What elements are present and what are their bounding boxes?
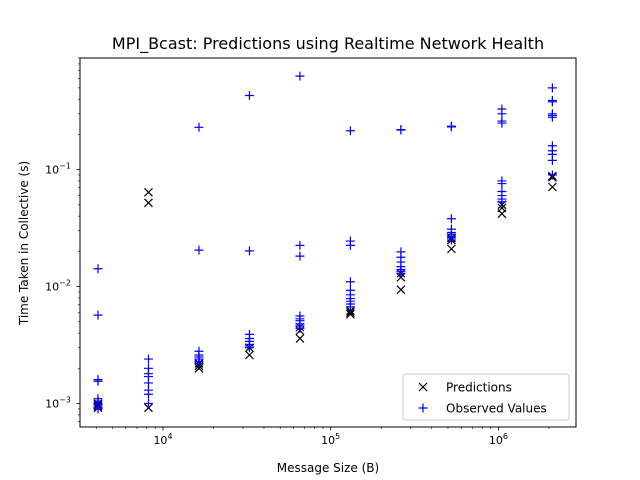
- legend-label: Observed Values: [446, 402, 547, 416]
- observed-point: [497, 118, 507, 128]
- chart-title: MPI_Bcast: Predictions using Realtime Ne…: [112, 34, 544, 54]
- observed-point: [345, 277, 355, 287]
- prediction-point: [245, 350, 254, 360]
- observed-point: [345, 240, 355, 250]
- y-axis-label: Time Taken in Collective (s): [17, 161, 31, 326]
- y-tick-label: 10−2: [45, 279, 71, 294]
- legend-label: Predictions: [446, 381, 512, 395]
- legend: Predictions Observed Values: [402, 373, 570, 421]
- x-tick-label: 106: [489, 432, 508, 447]
- plot-frame: [79, 57, 577, 428]
- y-tick-label: 10−3: [45, 396, 71, 411]
- legend-marker-observed: [418, 403, 428, 413]
- observed-point: [547, 155, 557, 165]
- observed-point: [345, 302, 355, 312]
- legend-marker-predictions: [418, 382, 428, 392]
- prediction-point: [144, 187, 153, 197]
- prediction-point: [295, 334, 305, 343]
- observed-point: [396, 268, 406, 278]
- observed-point: [547, 83, 557, 93]
- observed-point: [345, 126, 355, 136]
- prediction-point: [144, 198, 153, 208]
- observed-point: [497, 197, 507, 207]
- legend-box: [402, 373, 570, 421]
- observed-point: [547, 170, 557, 180]
- prediction-point: [346, 309, 355, 319]
- observed-point: [143, 399, 153, 409]
- observed-point: [93, 376, 103, 386]
- prediction-point: [346, 308, 355, 317]
- observed-point: [547, 97, 557, 107]
- observed-point: [244, 343, 254, 353]
- observed-point: [244, 246, 254, 256]
- observed-point: [295, 71, 305, 81]
- observed-point: [497, 179, 507, 189]
- observed-point: [143, 354, 153, 364]
- prediction-point: [497, 203, 507, 213]
- observed-point: [244, 91, 254, 101]
- observed-point: [194, 358, 204, 368]
- observed-point: [295, 240, 305, 250]
- observed-point: [194, 245, 204, 255]
- x-axis-label: Message Size (B): [277, 461, 379, 475]
- axis-ticks: 104 105 106 10−3 10−2 10−1: [45, 57, 550, 447]
- observed-point: [93, 404, 103, 414]
- observed-point: [194, 122, 204, 132]
- prediction-point: [396, 285, 406, 295]
- y-tick-label: 10−1: [45, 162, 71, 177]
- x-tick-label: 105: [321, 432, 340, 447]
- observed-point: [93, 264, 103, 274]
- observed-point: [446, 214, 456, 224]
- observed-point: [93, 310, 103, 320]
- observed-point: [295, 323, 305, 333]
- observed-point: [295, 251, 305, 261]
- observed-point: [446, 122, 456, 132]
- prediction-point: [194, 363, 204, 373]
- observed-point: [547, 112, 557, 122]
- observed-point: [446, 235, 456, 245]
- observed-point: [143, 389, 153, 399]
- x-tick-label: 104: [153, 432, 172, 447]
- prediction-point: [446, 244, 456, 254]
- observed-point: [396, 125, 406, 135]
- data-marks: [93, 71, 557, 414]
- prediction-point: [547, 182, 557, 192]
